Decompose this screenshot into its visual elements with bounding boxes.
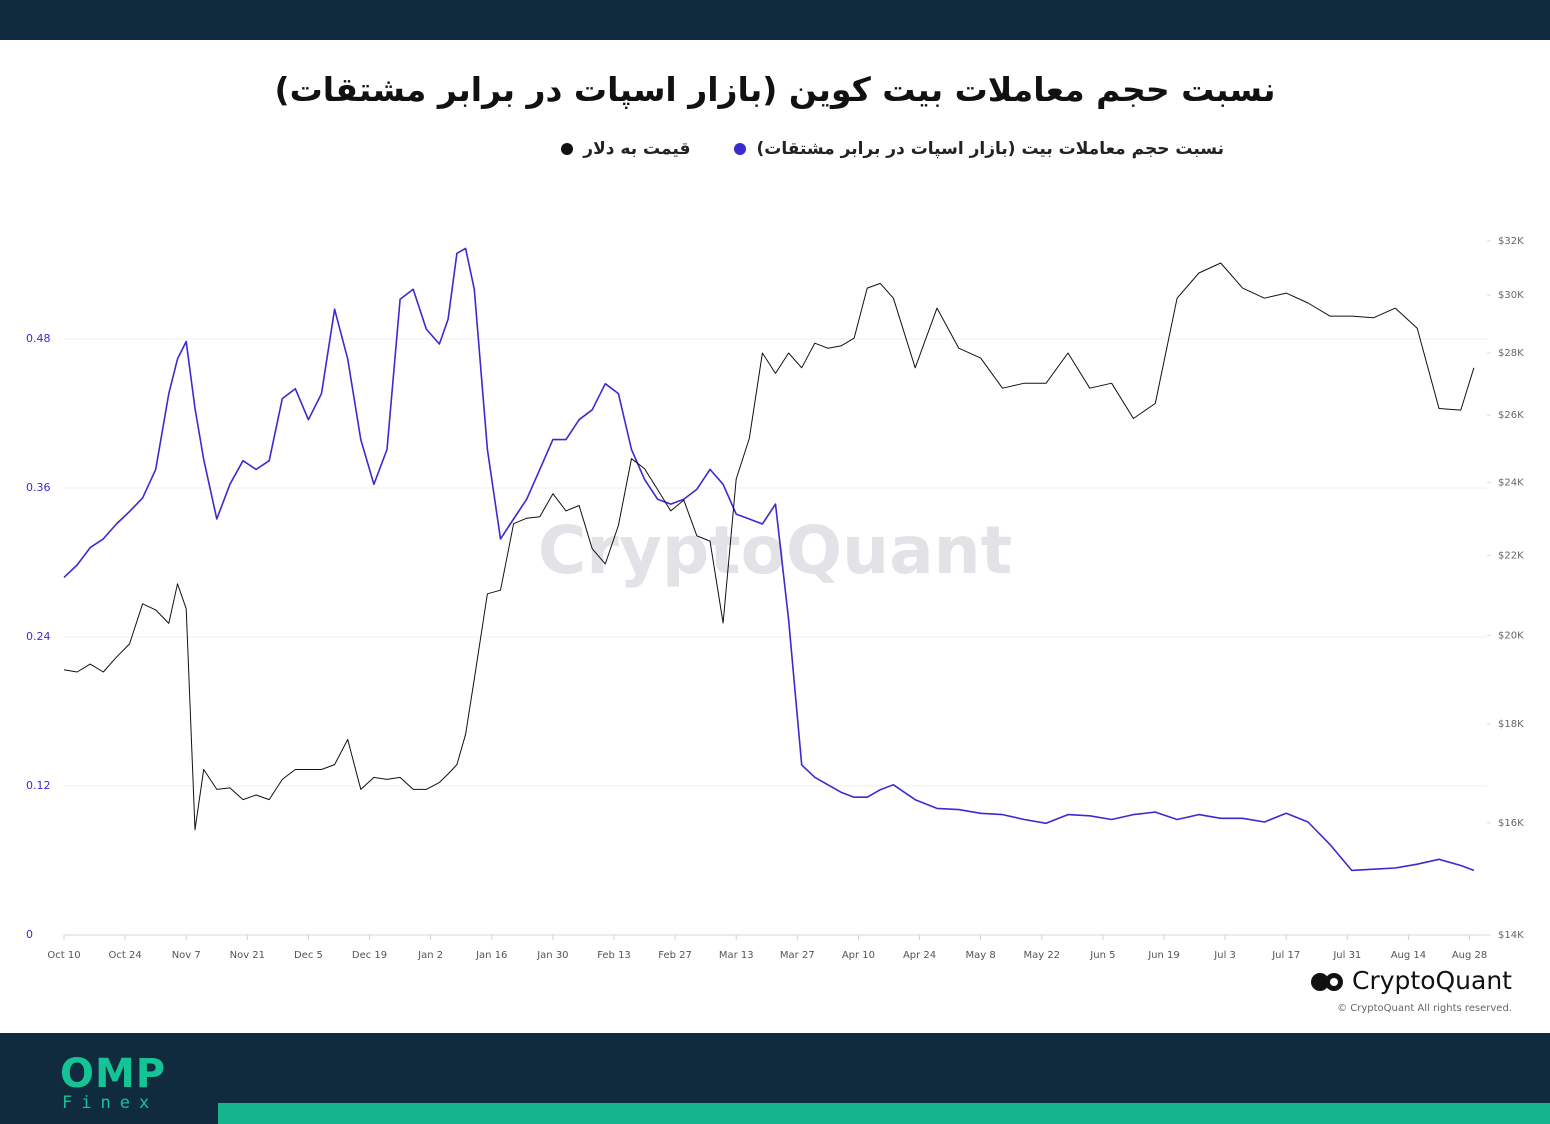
source-logo-icon [1311, 973, 1343, 991]
source-logo: CryptoQuant [1352, 966, 1512, 995]
footer-logo: OMP [60, 1051, 167, 1097]
x-tick-label: Jul 3 [1213, 950, 1236, 961]
x-tick-label: Nov 21 [230, 950, 265, 961]
legend-label: قیمت به دلار [583, 139, 691, 159]
y2-tick-label: $20K [1498, 631, 1524, 642]
x-tick-label: Apr 24 [903, 950, 936, 961]
x-tick-label: Dec 5 [294, 950, 323, 961]
footer-logo-sub: Finex [62, 1093, 159, 1113]
y2-tick-label: $22K [1498, 551, 1524, 562]
y-tick-label: 0.12 [26, 779, 51, 792]
watermark: CryptoQuant [538, 512, 1012, 589]
x-tick-label: Apr 10 [842, 950, 875, 961]
chart-title: نسبت حجم معاملات بیت کوین (بازار اسپات د… [274, 70, 1276, 109]
x-tick-label: Aug 28 [1452, 950, 1487, 961]
x-tick-label: May 22 [1023, 950, 1060, 961]
y2-tick-label: $14K [1498, 930, 1524, 941]
x-tick-label: Aug 14 [1391, 950, 1426, 961]
x-tick-label: Jan 30 [536, 950, 568, 961]
x-tick-label: Oct 24 [109, 950, 142, 961]
y2-tick-label: $24K [1498, 477, 1524, 488]
y2-tick-label: $18K [1498, 719, 1524, 730]
y2-tick-label: $30K [1498, 290, 1524, 301]
x-tick-label: Jun 5 [1089, 950, 1115, 961]
series-line [63, 247, 1475, 872]
x-tick-label: Jul 31 [1332, 950, 1361, 961]
x-tick-label: Feb 13 [597, 950, 631, 961]
y2-tick-label: $26K [1498, 410, 1524, 421]
y-tick-label: 0 [26, 928, 33, 941]
legend-item: نسبت حجم معاملات بیت (بازار اسپات در برا… [734, 139, 1224, 159]
footer: OMP Finex [0, 1033, 1550, 1124]
y-tick-label: 0.36 [26, 481, 51, 494]
x-tick-label: Jan 16 [475, 950, 507, 961]
copyright: © CryptoQuant All rights reserved. [1337, 1003, 1512, 1014]
y2-tick-label: $28K [1498, 348, 1524, 359]
x-tick-label: Oct 10 [47, 950, 80, 961]
x-tick-label: Mar 13 [719, 950, 754, 961]
x-tick-label: Jun 19 [1147, 950, 1180, 961]
legend-swatch [734, 143, 747, 155]
x-tick-label: Nov 7 [172, 950, 201, 961]
legend-swatch [561, 143, 574, 155]
y-tick-label: 0.48 [26, 332, 51, 345]
y-tick-label: 0.24 [26, 630, 51, 643]
x-tick-label: May 8 [966, 950, 996, 961]
legend-item: قیمت به دلار [561, 139, 690, 159]
x-tick-label: Feb 27 [658, 950, 692, 961]
x-tick-label: Jan 2 [417, 950, 443, 961]
legend: نسبت حجم معاملات بیت (بازار اسپات در برا… [561, 139, 1224, 159]
footer-strip [218, 1103, 1550, 1124]
legend-label: نسبت حجم معاملات بیت (بازار اسپات در برا… [756, 139, 1224, 159]
y2-tick-label: $16K [1498, 818, 1524, 829]
x-tick-label: Dec 19 [352, 950, 387, 961]
x-tick-label: Jul 17 [1271, 950, 1300, 961]
top-bar [0, 0, 1550, 40]
series-line [63, 262, 1475, 831]
y2-tick-label: $32K [1498, 236, 1524, 247]
x-tick-label: Mar 27 [780, 950, 815, 961]
chart: CryptoQuant CryptoQuant © CryptoQuant Al… [26, 236, 1524, 1014]
